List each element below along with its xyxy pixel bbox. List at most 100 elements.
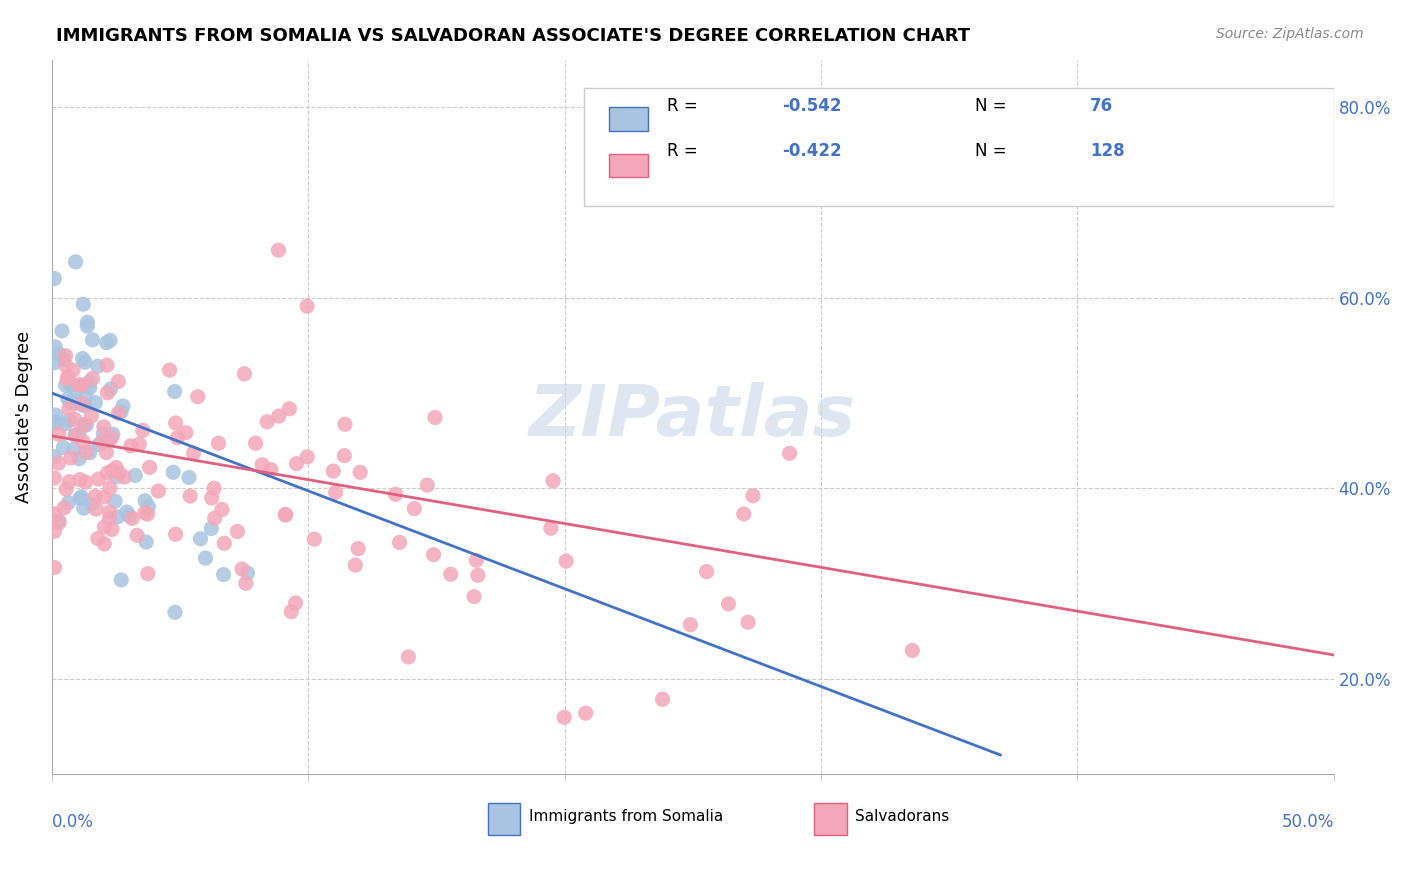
Point	[69, 473, 91, 487]
Point	[128, 437, 150, 451]
Text: -0.542: -0.542	[782, 97, 842, 115]
Point	[55, 378, 77, 392]
Point	[70, 378, 93, 392]
Point	[132, 423, 155, 437]
Point	[75, 475, 97, 489]
Point	[136, 566, 159, 581]
Point	[177, 470, 200, 484]
Point	[211, 502, 233, 516]
Point	[349, 465, 371, 479]
Point	[344, 558, 367, 573]
Point	[70, 490, 93, 504]
FancyBboxPatch shape	[609, 107, 648, 131]
Point	[65, 384, 87, 398]
Point	[136, 507, 159, 521]
Point	[72, 501, 94, 516]
Point	[250, 458, 273, 472]
Point	[59, 395, 82, 409]
Point	[267, 243, 290, 257]
Point	[107, 375, 129, 389]
Point	[98, 511, 121, 525]
Point	[56, 370, 79, 384]
Point	[575, 706, 598, 721]
Point	[440, 567, 463, 582]
Point	[135, 535, 157, 549]
Point	[322, 464, 344, 478]
Point	[190, 532, 212, 546]
Point	[48, 514, 70, 528]
Point	[541, 474, 564, 488]
Point	[295, 299, 318, 313]
Point	[91, 434, 114, 449]
Point	[93, 490, 115, 504]
Point	[87, 532, 110, 546]
Point	[48, 516, 70, 530]
Point	[44, 471, 66, 485]
Point	[63, 412, 86, 426]
Point	[134, 506, 156, 520]
Point	[100, 382, 122, 396]
Y-axis label: Associate's Degree: Associate's Degree	[15, 331, 32, 503]
Text: 76: 76	[1090, 97, 1114, 115]
Point	[98, 334, 121, 348]
Point	[111, 399, 134, 413]
Point	[63, 442, 86, 457]
Point	[84, 489, 107, 503]
Point	[733, 507, 755, 521]
Point	[101, 427, 124, 442]
Point	[107, 509, 129, 524]
Point	[79, 375, 101, 389]
Point	[148, 483, 170, 498]
Point	[96, 335, 118, 350]
Point	[396, 650, 419, 665]
Point	[96, 466, 118, 480]
Point	[138, 500, 160, 514]
Point	[96, 385, 118, 400]
Point	[120, 439, 142, 453]
Point	[325, 485, 347, 500]
Point	[465, 553, 488, 567]
Point	[231, 562, 253, 576]
Point	[93, 520, 115, 534]
Point	[80, 497, 103, 511]
Point	[62, 363, 84, 377]
Text: R =: R =	[666, 97, 703, 115]
Point	[87, 472, 110, 486]
Point	[467, 568, 489, 582]
Point	[235, 576, 257, 591]
Text: ZIPatlas: ZIPatlas	[529, 383, 856, 451]
Point	[44, 340, 66, 354]
Point	[93, 426, 115, 441]
Point	[52, 441, 75, 455]
Point	[69, 491, 91, 506]
Point	[384, 487, 406, 501]
Point	[73, 355, 96, 369]
Point	[76, 315, 98, 329]
Text: 0.0%: 0.0%	[52, 813, 94, 831]
Point	[53, 417, 76, 431]
Point	[333, 417, 356, 432]
Point	[118, 508, 141, 523]
Point	[55, 349, 77, 363]
Text: 128: 128	[1090, 142, 1125, 160]
Point	[124, 468, 146, 483]
Text: R =: R =	[666, 142, 703, 160]
Point	[67, 451, 90, 466]
Point	[65, 255, 87, 269]
Point	[82, 371, 104, 385]
Point	[97, 433, 120, 447]
Point	[72, 434, 94, 449]
Point	[553, 710, 575, 724]
Point	[79, 380, 101, 394]
Point	[67, 427, 90, 442]
Point	[388, 535, 411, 549]
Point	[79, 445, 101, 459]
Point	[679, 617, 702, 632]
Point	[98, 481, 121, 495]
Point	[75, 445, 97, 459]
Point	[463, 590, 485, 604]
Point	[110, 405, 132, 419]
Point	[45, 408, 67, 422]
Point	[58, 413, 80, 427]
Point	[717, 597, 740, 611]
